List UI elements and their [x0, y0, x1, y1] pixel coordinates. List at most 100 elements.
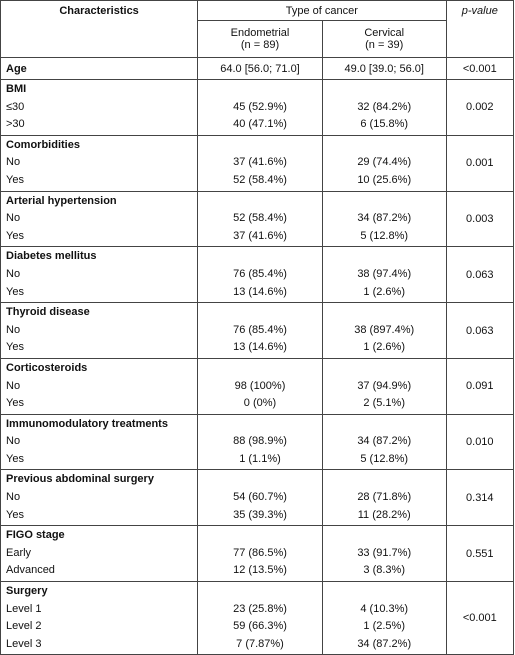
p-value-cell: 0.091: [445, 357, 515, 415]
p-value-cell: 0.010: [445, 413, 515, 471]
label-cell: Surgery Level 1 Level 2 Level 3: [0, 581, 199, 655]
group-title: Surgery: [6, 585, 48, 598]
value-cell: 28 (71.8%) 11 (28.2%): [321, 469, 447, 527]
row-label: Level 2: [6, 620, 42, 633]
label-cell: Previous abdominal surgery No Yes: [0, 469, 199, 527]
group-row: Corticosteroids No Yes 98 (100%) 0 (0%) 37 (9…: [0, 357, 515, 415]
label-cell: Comorbidities No Yes: [0, 134, 199, 192]
row-label: Yes: [6, 508, 24, 521]
cell: 1 (2.6%): [363, 341, 405, 354]
p-value-cell: <0.001: [445, 581, 515, 655]
group-title: Immunomodulatory treatments: [6, 417, 168, 430]
label-cell: BMI ≤30 >30: [0, 79, 199, 136]
value-cell: 76 (85.4%) 13 (14.6%): [197, 246, 323, 304]
cell: 37 (41.6%): [233, 229, 287, 242]
value-cell: 37 (41.6%) 52 (58.4%): [197, 134, 323, 192]
spacer: [198, 248, 322, 266]
cell: 98 (100%): [234, 379, 286, 392]
cell: 34 (87.2%): [357, 212, 412, 225]
cell: 54 (60.7%): [233, 491, 287, 504]
header-cell: Characteristics: [0, 0, 199, 58]
header-text: (n = 89): [240, 39, 280, 51]
value-cell: 32 (84.2%) 6 (15.8%): [321, 79, 447, 136]
value-cell: 54 (60.7%) 35 (39.3%): [197, 469, 323, 527]
group-title: Comorbidities: [6, 138, 80, 151]
age-row: Age 64.0 [56.0; 71.0] 49.0 [39.0; 56.0] …: [0, 57, 515, 80]
cell: 1 (2.6%): [363, 285, 405, 298]
header-cell: Cervical (n = 39): [321, 20, 447, 58]
spacer: [198, 304, 322, 322]
value-cell: 33 (91.7%) 3 (8.3%): [321, 525, 447, 583]
spacer: [198, 471, 322, 489]
value-cell: 76 (85.4%) 13 (14.6%): [197, 302, 323, 359]
p-value-cell: 0.001: [445, 134, 515, 192]
row-label: No: [6, 156, 21, 169]
group-row: FIGO stage Early Advanced 77 (86.5%) 12 (13.…: [0, 525, 515, 583]
cell: 49.0 [39.0; 56.0]: [321, 57, 447, 80]
spacer: [198, 81, 322, 99]
header-row: Characteristics Type of cancer p-value: [0, 0, 515, 58]
group-row: Diabetes mellitus No Yes 76 (85.4%) 13 (14.6…: [0, 246, 515, 304]
cell: 28 (71.8%): [357, 491, 412, 504]
value-cell: 52 (58.4%) 37 (41.6%): [197, 190, 323, 248]
group-title: Arterial hypertension: [6, 194, 117, 207]
cell: 38 (97.4%): [357, 267, 412, 280]
value-cell: 88 (98.9%) 1 (1.1%): [197, 413, 323, 471]
spacer: [323, 248, 446, 266]
group-row: Arterial hypertension No Yes 52 (58.4%) 37 (…: [0, 190, 515, 248]
group-row: Previous abdominal surgery No Yes 54 (60.7%…: [0, 469, 515, 527]
cell: 59 (66.3%): [233, 620, 287, 633]
cell: 1 (2.5%): [363, 620, 405, 633]
cell: 4 (10.3%): [360, 602, 409, 615]
row-label: Yes: [6, 341, 24, 354]
cell: 77 (86.5%): [233, 546, 287, 559]
cell: 12 (13.5%): [233, 564, 287, 577]
header-text: Endometrial: [230, 27, 290, 39]
group-row: Thyroid disease No Yes 76 (85.4%) 13 (14.6%)…: [0, 302, 515, 359]
label-cell: Diabetes mellitus No Yes: [0, 246, 199, 304]
value-cell: 77 (86.5%) 12 (13.5%): [197, 525, 323, 583]
row-label: Yes: [6, 397, 24, 410]
spacer: [323, 193, 446, 211]
p-value-cell: 0.002: [445, 79, 515, 136]
spacer: [323, 304, 446, 322]
group-row: Comorbidities No Yes 37 (41.6%) 52 (58.4%) 29…: [0, 134, 515, 192]
table-body: Age 64.0 [56.0; 71.0] 49.0 [39.0; 56.0] …: [0, 57, 515, 655]
spacer: [198, 583, 322, 601]
spacer: [198, 193, 322, 211]
row-label: No: [6, 323, 21, 336]
value-cell: 34 (87.2%) 5 (12.8%): [321, 190, 447, 248]
group-title: BMI: [6, 83, 27, 95]
spacer: [323, 583, 446, 601]
cell: 29 (74.4%): [357, 156, 412, 169]
row-label: No: [6, 435, 21, 448]
spacer: [198, 360, 322, 378]
spacer: [323, 137, 446, 155]
group-title: Diabetes mellitus: [6, 250, 97, 263]
cell: 11 (28.2%): [357, 508, 411, 521]
cell: 35 (39.3%): [233, 508, 287, 521]
p-value-cell: 0.551: [445, 525, 515, 583]
row-label: Advanced: [6, 564, 55, 577]
cell: 52 (58.4%): [233, 173, 287, 186]
cell: 45 (52.9%): [233, 100, 287, 113]
cell: 37 (94.9%): [357, 379, 412, 392]
cell: 32 (84.2%): [357, 100, 412, 113]
cell: 6 (15.8%): [360, 118, 409, 131]
p-value-cell: 0.003: [445, 190, 515, 248]
label-cell: Thyroid disease No Yes: [0, 302, 199, 359]
cell: 1 (1.1%): [239, 452, 281, 465]
header-text: (n = 39): [365, 39, 404, 51]
cell: 76 (85.4%): [233, 267, 287, 280]
label-cell: Corticosteroids No Yes: [0, 357, 199, 415]
row-label: No: [6, 212, 21, 225]
value-cell: 38 (897.4%) 1 (2.6%): [321, 302, 447, 359]
value-cell: 45 (52.9%) 40 (47.1%): [197, 79, 323, 136]
cell: 5 (12.8%): [360, 452, 409, 465]
cell: 64.0 [56.0; 71.0]: [197, 57, 323, 80]
cell: 13 (14.6%): [233, 285, 287, 298]
header-cell: Type of cancer: [197, 0, 447, 21]
group-row: BMI ≤30 >30 45 (52.9%) 40 (47.1%) 32 (84.2%) 6…: [0, 79, 515, 136]
